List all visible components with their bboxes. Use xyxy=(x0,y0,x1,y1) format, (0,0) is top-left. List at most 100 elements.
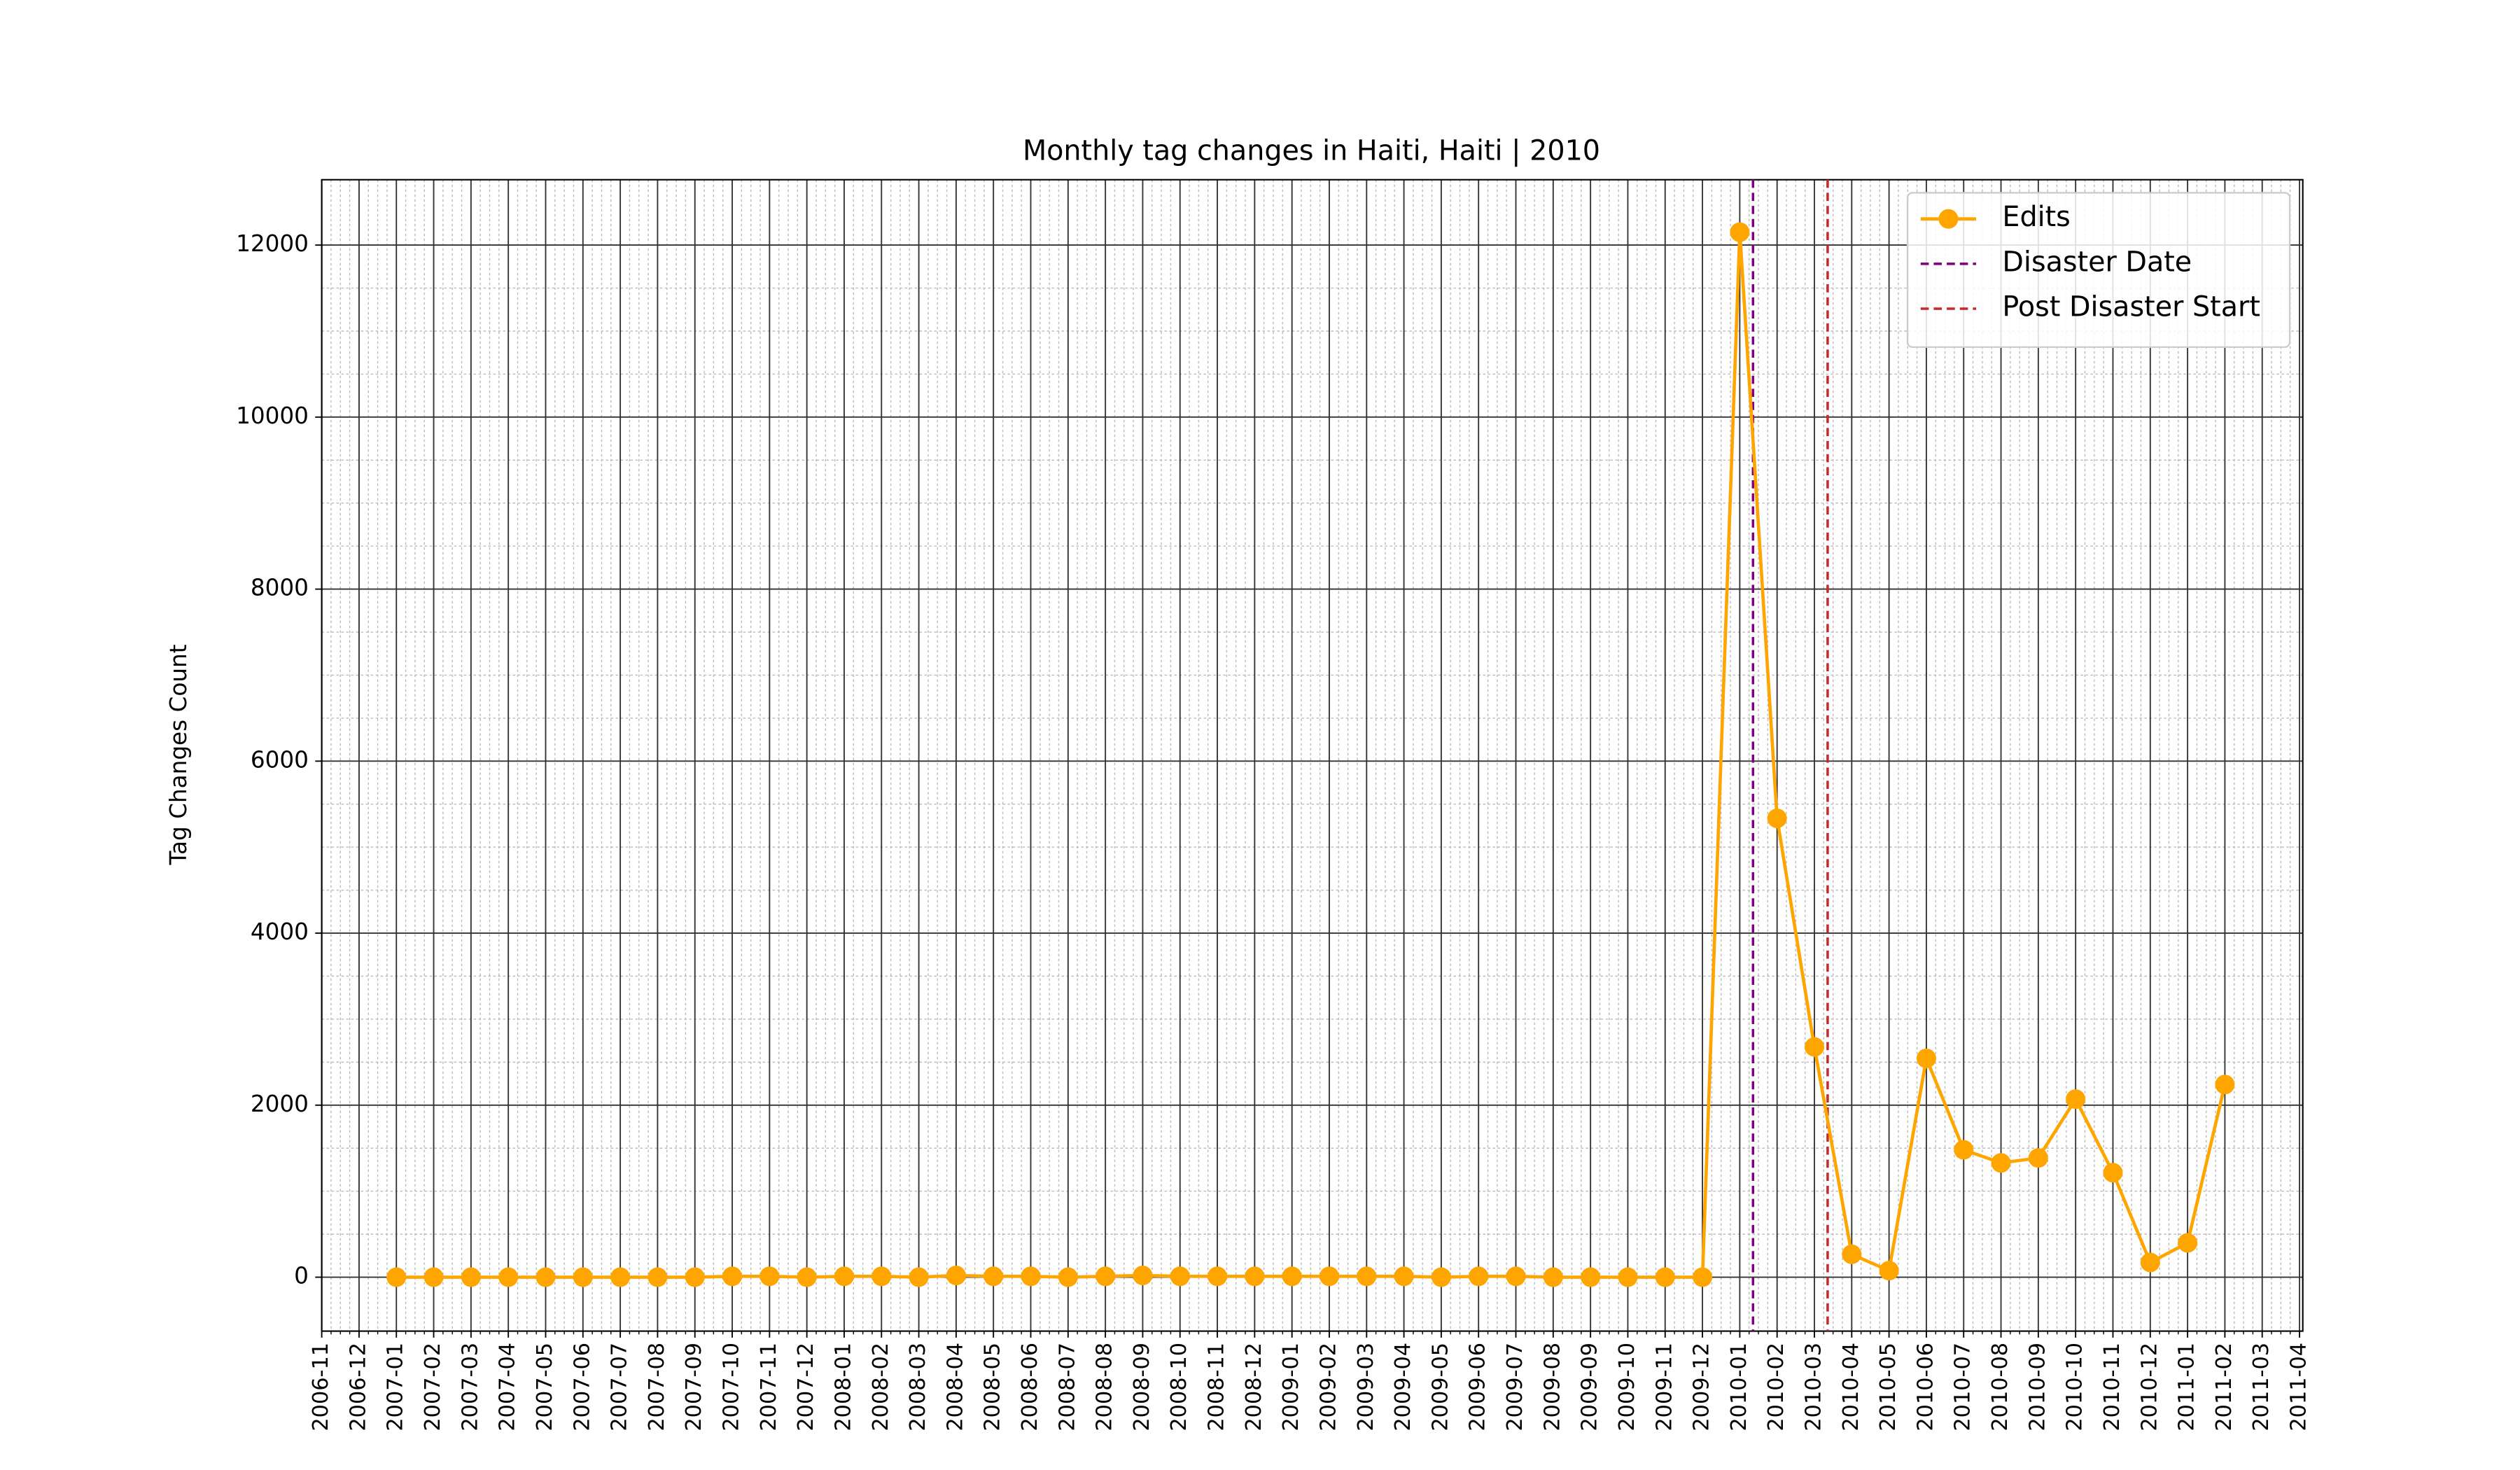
x-tick-label: 2007-02 xyxy=(421,1343,445,1432)
data-point xyxy=(573,1267,593,1287)
x-tick-label: 2010-09 xyxy=(2025,1343,2050,1432)
x-tick-label: 2009-05 xyxy=(1428,1343,1452,1432)
data-point xyxy=(1506,1266,1526,1287)
x-tick-label: 2009-01 xyxy=(1279,1343,1303,1432)
data-point xyxy=(1618,1267,1638,1287)
x-tick-label: 2009-04 xyxy=(1391,1343,1415,1432)
data-point xyxy=(1469,1266,1489,1287)
x-tick-label: 2010-05 xyxy=(1876,1343,1900,1432)
x-tick-label: 2007-07 xyxy=(608,1343,632,1432)
data-point xyxy=(1431,1267,1451,1287)
data-point xyxy=(1058,1267,1078,1287)
x-tick-label: 2010-04 xyxy=(1839,1343,1863,1432)
y-tick-label: 12000 xyxy=(236,230,309,257)
data-point xyxy=(2140,1252,2160,1273)
x-tick-label: 2007-01 xyxy=(384,1343,408,1432)
x-tick-label: 2010-11 xyxy=(2100,1343,2124,1432)
x-tick-label: 2008-05 xyxy=(981,1343,1005,1432)
data-point xyxy=(461,1267,481,1287)
x-tick-label: 2010-06 xyxy=(1913,1343,1938,1432)
data-point xyxy=(1730,222,1750,242)
data-point xyxy=(1916,1048,1936,1068)
x-tick-label: 2007-11 xyxy=(757,1343,781,1432)
data-point xyxy=(1581,1267,1601,1287)
data-point xyxy=(2028,1148,2048,1168)
x-tick-label: 2008-04 xyxy=(943,1343,967,1432)
x-tick-label: 2008-10 xyxy=(1167,1343,1191,1432)
x-tick-label: 2008-12 xyxy=(1242,1343,1266,1432)
legend-label: Post Disaster Start xyxy=(2002,291,2260,323)
legend-box xyxy=(1906,192,2291,349)
data-point xyxy=(1208,1266,1228,1287)
plot-frame xyxy=(321,178,2304,1332)
x-tick-label: 2008-11 xyxy=(1205,1343,1229,1432)
data-point xyxy=(1879,1261,1899,1281)
data-point xyxy=(1543,1267,1563,1287)
x-tick-label: 2008-01 xyxy=(831,1343,855,1432)
y-tick-label: 6000 xyxy=(251,746,309,773)
x-tick-label: 2011-02 xyxy=(2212,1343,2236,1432)
x-tick-label: 2007-03 xyxy=(458,1343,482,1432)
y-tick-label: 2000 xyxy=(251,1091,309,1117)
data-point xyxy=(1767,808,1787,829)
data-point xyxy=(1693,1267,1713,1287)
data-point xyxy=(2215,1074,2235,1095)
x-tick-label: 2009-12 xyxy=(1690,1343,1714,1432)
data-point xyxy=(1021,1266,1041,1287)
x-tick-label: 2009-07 xyxy=(1503,1343,1527,1432)
data-point xyxy=(2178,1233,2198,1253)
data-point xyxy=(386,1267,407,1287)
x-tick-label: 2010-12 xyxy=(2137,1343,2162,1432)
x-tick-label: 2011-04 xyxy=(2287,1343,2311,1432)
x-tick-label: 2010-02 xyxy=(1764,1343,1788,1432)
data-point xyxy=(1170,1266,1190,1287)
x-tick-label: 2007-08 xyxy=(645,1343,669,1432)
x-tick-label: 2007-09 xyxy=(682,1343,706,1432)
data-point xyxy=(1842,1244,1862,1264)
data-point xyxy=(909,1267,929,1287)
x-tick-label: 2006-12 xyxy=(346,1343,370,1432)
data-point xyxy=(834,1266,854,1287)
data-point xyxy=(797,1267,817,1287)
data-point xyxy=(2066,1089,2086,1110)
data-point xyxy=(1319,1266,1339,1287)
data-point xyxy=(946,1266,966,1286)
data-point xyxy=(1357,1266,1377,1287)
x-tick-label: 2007-06 xyxy=(570,1343,594,1432)
x-tick-label: 2008-09 xyxy=(1130,1343,1154,1432)
data-point xyxy=(1096,1266,1116,1287)
x-axis-label: Date xyxy=(1284,1469,1338,1470)
x-tick-label: 2008-02 xyxy=(869,1343,893,1432)
x-tick-label: 2008-03 xyxy=(906,1343,930,1432)
x-tick-label: 2010-07 xyxy=(1951,1343,1975,1432)
x-tick-label: 2006-11 xyxy=(309,1343,333,1432)
chart-title: Monthly tag changes in Haiti, Haiti | 20… xyxy=(1023,135,1600,167)
x-tick-label: 2007-12 xyxy=(794,1343,818,1432)
data-point xyxy=(983,1266,1004,1287)
x-tick-label: 2009-06 xyxy=(1466,1343,1490,1432)
x-tick-label: 2009-02 xyxy=(1316,1343,1340,1432)
y-tick-label: 4000 xyxy=(251,918,309,945)
data-point xyxy=(1655,1267,1675,1287)
data-point xyxy=(648,1267,668,1287)
data-point xyxy=(1954,1140,1974,1160)
x-tick-label: 2009-11 xyxy=(1652,1343,1676,1432)
data-point xyxy=(1133,1266,1153,1286)
x-tick-label: 2008-08 xyxy=(1093,1343,1117,1432)
x-tick-label: 2008-06 xyxy=(1018,1343,1042,1432)
x-tick-label: 2007-04 xyxy=(496,1343,520,1432)
x-tick-label: 2009-10 xyxy=(1615,1343,1639,1432)
y-tick-label: 10000 xyxy=(236,402,309,429)
data-point xyxy=(1991,1153,2011,1173)
legend-label: Edits xyxy=(2002,201,2070,233)
x-tick-label: 2011-03 xyxy=(2249,1343,2274,1432)
data-point xyxy=(1282,1266,1302,1287)
y-tick-label: 0 xyxy=(294,1263,309,1289)
data-point xyxy=(760,1266,780,1287)
x-tick-label: 2009-09 xyxy=(1578,1343,1602,1432)
data-point xyxy=(1394,1266,1414,1287)
legend: Edits Disaster Date Post Disaster Start xyxy=(1906,192,2291,349)
x-tick-label: 2010-08 xyxy=(1988,1343,2012,1432)
data-point xyxy=(1805,1037,1825,1057)
